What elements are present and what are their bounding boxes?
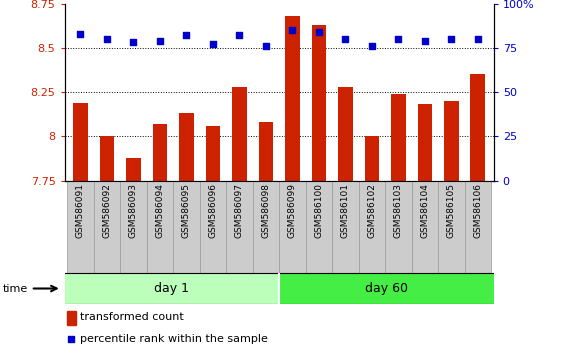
FancyBboxPatch shape [120, 181, 146, 273]
FancyBboxPatch shape [67, 181, 94, 273]
Point [314, 29, 323, 35]
FancyBboxPatch shape [465, 181, 491, 273]
Point [261, 43, 270, 49]
Point [67, 336, 76, 342]
Bar [259, 122, 273, 181]
Text: GSM586103: GSM586103 [394, 183, 403, 238]
Bar [391, 94, 406, 181]
Text: GSM586098: GSM586098 [261, 183, 270, 238]
Point [182, 33, 191, 38]
Point [288, 27, 297, 33]
Bar [205, 126, 220, 181]
Text: day 1: day 1 [154, 282, 189, 295]
Text: GSM586092: GSM586092 [103, 183, 112, 238]
FancyBboxPatch shape [279, 181, 306, 273]
Bar [153, 124, 167, 181]
Bar [365, 136, 379, 181]
Text: day 60: day 60 [365, 282, 408, 295]
Bar [444, 101, 458, 181]
FancyBboxPatch shape [200, 181, 226, 273]
Point [155, 38, 164, 44]
Text: GSM586094: GSM586094 [155, 183, 164, 238]
FancyBboxPatch shape [173, 181, 200, 273]
Point [76, 31, 85, 36]
Point [129, 40, 138, 45]
Text: time: time [3, 284, 28, 293]
Point [420, 38, 429, 44]
Text: GSM586093: GSM586093 [129, 183, 138, 238]
Text: GSM586100: GSM586100 [314, 183, 323, 238]
FancyBboxPatch shape [94, 181, 120, 273]
Text: GSM586096: GSM586096 [208, 183, 217, 238]
Bar [471, 74, 485, 181]
Point [367, 43, 376, 49]
FancyBboxPatch shape [306, 181, 332, 273]
Text: transformed count: transformed count [80, 312, 183, 322]
FancyBboxPatch shape [146, 181, 173, 273]
FancyBboxPatch shape [385, 181, 412, 273]
Text: GSM586101: GSM586101 [341, 183, 350, 238]
Point [394, 36, 403, 42]
Point [341, 36, 350, 42]
Bar [311, 25, 326, 181]
Bar [100, 136, 114, 181]
Bar [67, 312, 76, 325]
FancyBboxPatch shape [412, 181, 438, 273]
Bar [338, 87, 353, 181]
Bar [232, 87, 247, 181]
Point [235, 33, 244, 38]
Point [208, 41, 217, 47]
Point [473, 36, 482, 42]
Bar [179, 113, 194, 181]
Text: GSM586104: GSM586104 [420, 183, 429, 238]
FancyBboxPatch shape [332, 181, 358, 273]
Text: GSM586097: GSM586097 [235, 183, 244, 238]
Point [447, 36, 456, 42]
Bar [285, 16, 300, 181]
Text: GSM586106: GSM586106 [473, 183, 482, 238]
Text: GSM586105: GSM586105 [447, 183, 456, 238]
FancyBboxPatch shape [226, 181, 252, 273]
Bar [126, 158, 141, 181]
Text: GSM586095: GSM586095 [182, 183, 191, 238]
Bar [279, 273, 494, 304]
Text: GSM586102: GSM586102 [367, 183, 376, 238]
Text: GSM586099: GSM586099 [288, 183, 297, 238]
FancyBboxPatch shape [358, 181, 385, 273]
Text: percentile rank within the sample: percentile rank within the sample [80, 334, 268, 344]
Text: GSM586091: GSM586091 [76, 183, 85, 238]
FancyBboxPatch shape [252, 181, 279, 273]
Bar [417, 104, 432, 181]
Bar [73, 103, 88, 181]
Bar [65, 273, 279, 304]
FancyBboxPatch shape [438, 181, 465, 273]
Point [103, 36, 112, 42]
